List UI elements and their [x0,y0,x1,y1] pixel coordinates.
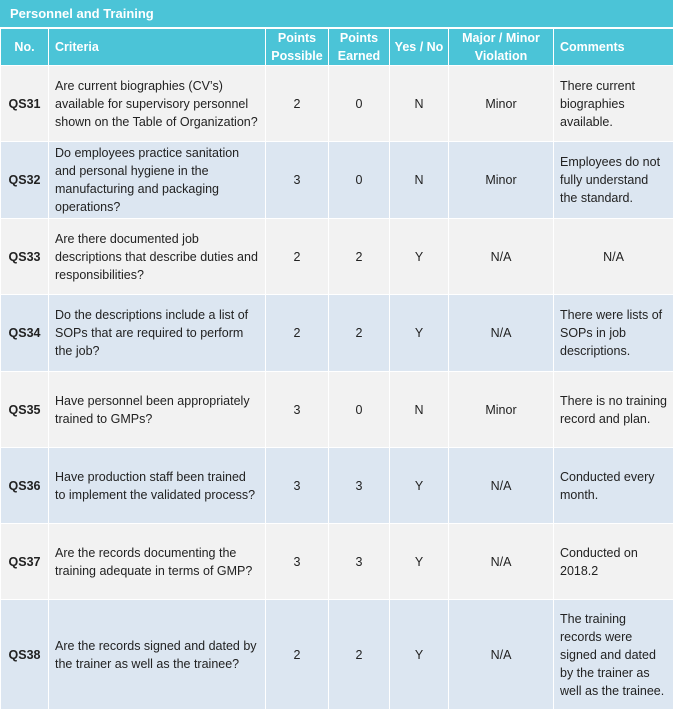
table-cell: There were lists of SOPs in job descript… [554,295,673,372]
table-cell: 3 [266,524,329,600]
column-header: Yes / No [390,29,449,66]
table-cell: N [390,142,449,219]
column-header: Points Earned [329,29,390,66]
table-cell: N/A [449,219,554,295]
table-cell: 3 [329,524,390,600]
table-cell: Are the records signed and dated by the … [49,600,266,710]
table-cell: N/A [449,448,554,524]
table-cell: Are there documented job descriptions th… [49,219,266,295]
table-cell: Employees do not fully understand the st… [554,142,673,219]
table-cell: Are current biographies (CV’s) available… [49,66,266,142]
row-id: QS33 [1,219,49,295]
table-cell: 2 [266,295,329,372]
table-cell: 2 [329,295,390,372]
column-header: No. [1,29,49,66]
table-cell: There current biographies available. [554,66,673,142]
table-cell: Y [390,524,449,600]
table-cell: 0 [329,142,390,219]
column-header: Comments [554,29,673,66]
table-cell: Minor [449,66,554,142]
column-header: Points Possible [266,29,329,66]
row-id: QS34 [1,295,49,372]
table-cell: Conducted every month. [554,448,673,524]
section-title: Personnel and Training [0,0,673,28]
table-cell: N/A [449,600,554,710]
table-cell: 2 [329,219,390,295]
row-id: QS31 [1,66,49,142]
table-cell: There is no training record and plan. [554,372,673,448]
table-cell: Conducted on 2018.2 [554,524,673,600]
row-id: QS32 [1,142,49,219]
table-cell: N/A [449,295,554,372]
table-cell: Y [390,219,449,295]
row-id: QS38 [1,600,49,710]
row-id: QS35 [1,372,49,448]
table-cell: 3 [266,142,329,219]
table-cell: Have personnel been appropriately traine… [49,372,266,448]
column-header: Major / Minor Violation [449,29,554,66]
table-cell: Y [390,448,449,524]
table-cell: Are the records documenting the training… [49,524,266,600]
table-cell: 0 [329,66,390,142]
table-cell: 3 [266,372,329,448]
table-cell: N/A [554,219,673,295]
row-id: QS36 [1,448,49,524]
table-cell: Minor [449,372,554,448]
table-cell: N/A [449,524,554,600]
table-cell: The training records were signed and dat… [554,600,673,710]
table-cell: N [390,372,449,448]
table-cell: 3 [329,448,390,524]
column-header: Criteria [49,29,266,66]
table-cell: 3 [266,448,329,524]
table-cell: Minor [449,142,554,219]
table-cell: Y [390,600,449,710]
table-cell: 2 [329,600,390,710]
row-id: QS37 [1,524,49,600]
table-cell: 2 [266,219,329,295]
table-cell: 0 [329,372,390,448]
table-cell: Do employees practice sanitation and per… [49,142,266,219]
table-cell: 2 [266,600,329,710]
table-cell: N [390,66,449,142]
table-cell: 2 [266,66,329,142]
table-cell: Y [390,295,449,372]
table-cell: Have production staff been trained to im… [49,448,266,524]
table-cell: Do the descriptions include a list of SO… [49,295,266,372]
